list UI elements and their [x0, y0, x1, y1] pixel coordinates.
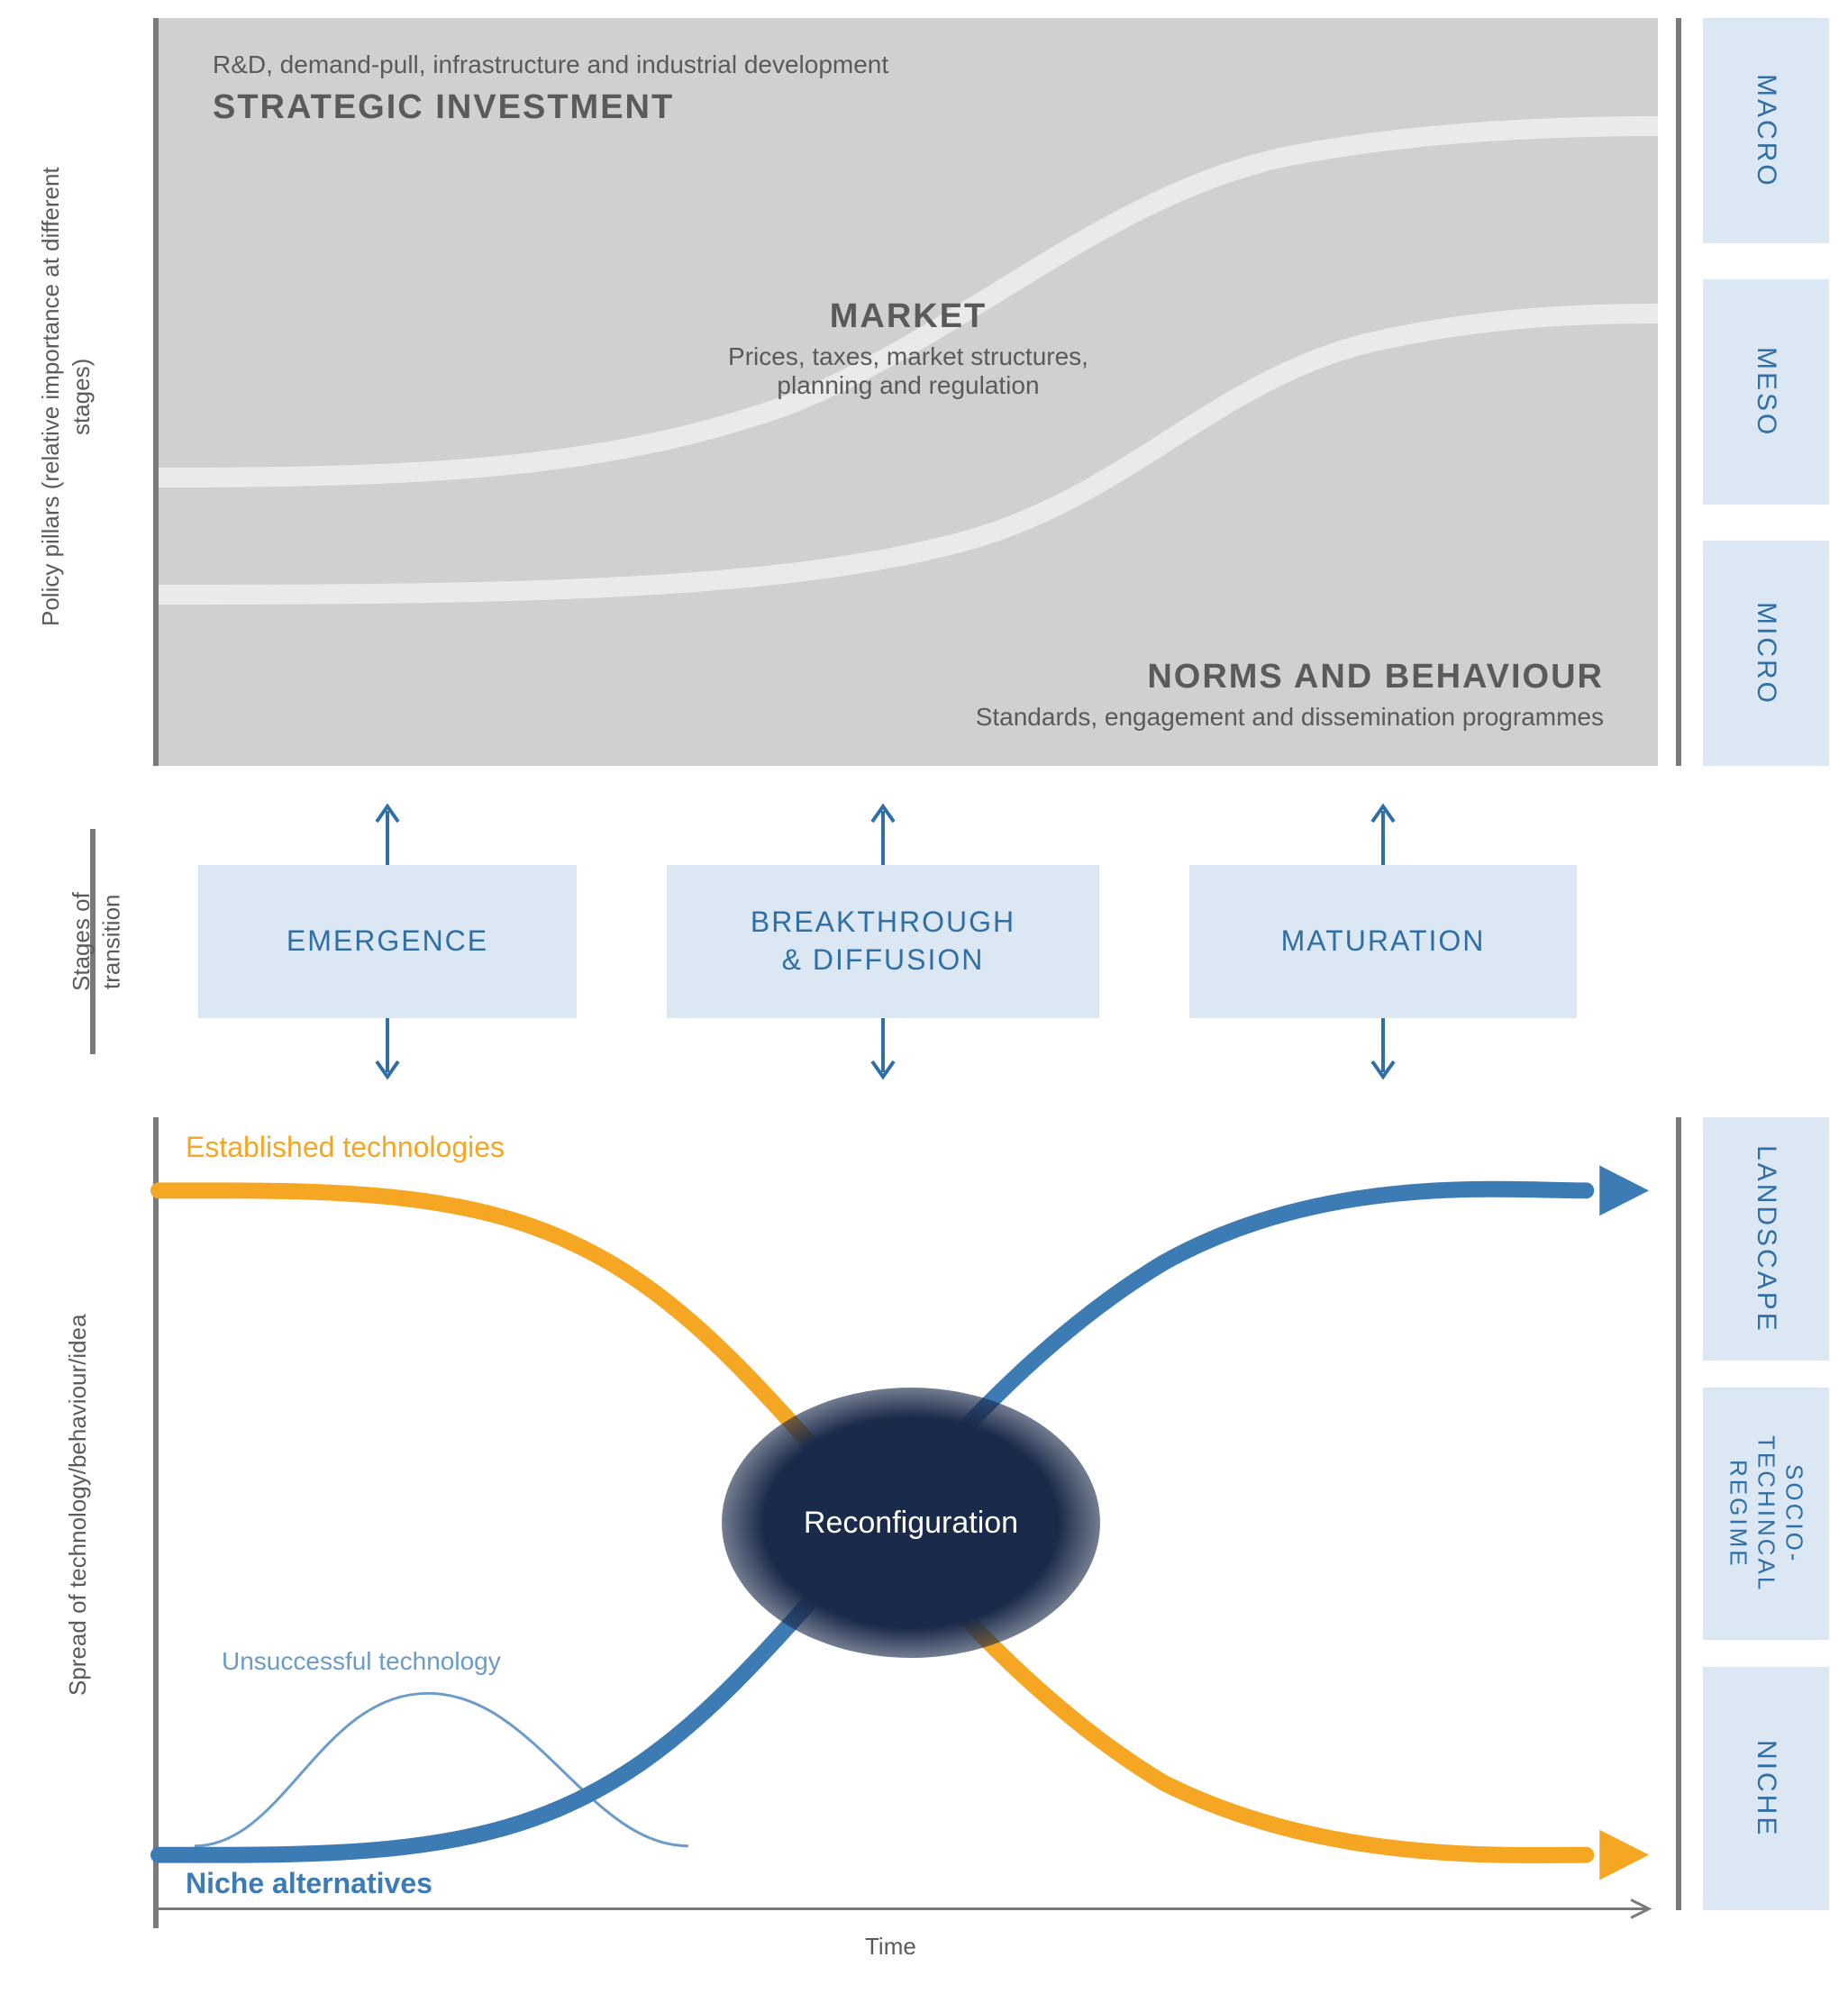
- level-box-bottom-2: NICHE: [1703, 1667, 1829, 1910]
- level-label: MICRO: [1751, 602, 1781, 706]
- level-label: SOCIO- TECHINCAL REGIME: [1725, 1435, 1808, 1592]
- niche-arrowhead: [1599, 1165, 1649, 1215]
- axis-label-time: Time: [865, 1933, 916, 1961]
- strategic-subtext: R&D, demand-pull, infrastructure and ind…: [213, 50, 888, 79]
- reconfiguration-blob: Reconfiguration: [722, 1388, 1100, 1658]
- niche-label: Niche alternatives: [186, 1867, 432, 1900]
- stage-arrow-up: [1365, 797, 1401, 869]
- stage-arrow-down: [369, 1014, 405, 1086]
- level-label: LANDSCAPE: [1751, 1145, 1781, 1334]
- level-box-macro: MACRO: [1703, 18, 1829, 243]
- policy-pillars-panel: R&D, demand-pull, infrastructure and ind…: [153, 18, 1658, 766]
- established-arrowhead: [1599, 1830, 1649, 1880]
- stage-arrow-down: [865, 1014, 901, 1086]
- axis-label-spread: Spread of technology/behaviour/idea: [63, 1189, 94, 1820]
- stage-arrow-up: [865, 797, 901, 869]
- axis-label-stages-text: Stages of transition: [68, 892, 125, 991]
- norms-subtext: Standards, engagement and dissemination …: [976, 703, 1604, 732]
- right-rule-bottom: [1676, 1117, 1681, 1910]
- reconfiguration-label: Reconfiguration: [804, 1506, 1018, 1541]
- market-subtext: Prices, taxes, market structures, planni…: [159, 342, 1658, 400]
- market-heading: MARKET: [159, 297, 1658, 336]
- stage-box-0: EMERGENCE: [198, 865, 577, 1018]
- level-box-meso: MESO: [1703, 279, 1829, 505]
- unsuccessful-curve: [195, 1693, 688, 1845]
- stage-box-2: MATURATION: [1189, 865, 1577, 1018]
- diagram-container: Policy pillars (relative importance at d…: [18, 18, 1830, 1976]
- level-label: MESO: [1751, 347, 1781, 437]
- level-box-micro: MICRO: [1703, 541, 1829, 766]
- axis-label-policy-text: Policy pillars (relative importance at d…: [37, 167, 95, 626]
- level-box-bottom-0: LANDSCAPE: [1703, 1117, 1829, 1361]
- tech-spread-panel: Established technologies Niche alternati…: [153, 1117, 1658, 1928]
- right-rule-top: [1676, 18, 1681, 766]
- strategic-heading: STRATEGIC INVESTMENT: [213, 88, 674, 127]
- unsuccessful-label: Unsuccessful technology: [222, 1647, 501, 1676]
- level-label: NICHE: [1751, 1740, 1781, 1837]
- axis-label-spread-text: Spread of technology/behaviour/idea: [64, 1314, 91, 1696]
- axis-label-stages: Stages of transition: [36, 829, 127, 1054]
- level-box-bottom-1: SOCIO- TECHINCAL REGIME: [1703, 1388, 1829, 1640]
- stage-box-1: BREAKTHROUGH & DIFFUSION: [667, 865, 1099, 1018]
- axis-label-policy: Policy pillars (relative importance at d…: [36, 126, 97, 667]
- norms-heading: NORMS AND BEHAVIOUR: [1147, 658, 1604, 696]
- stage-arrow-down: [1365, 1014, 1401, 1086]
- stage-arrow-up: [369, 797, 405, 869]
- level-label: MACRO: [1751, 74, 1781, 188]
- established-label: Established technologies: [186, 1131, 505, 1164]
